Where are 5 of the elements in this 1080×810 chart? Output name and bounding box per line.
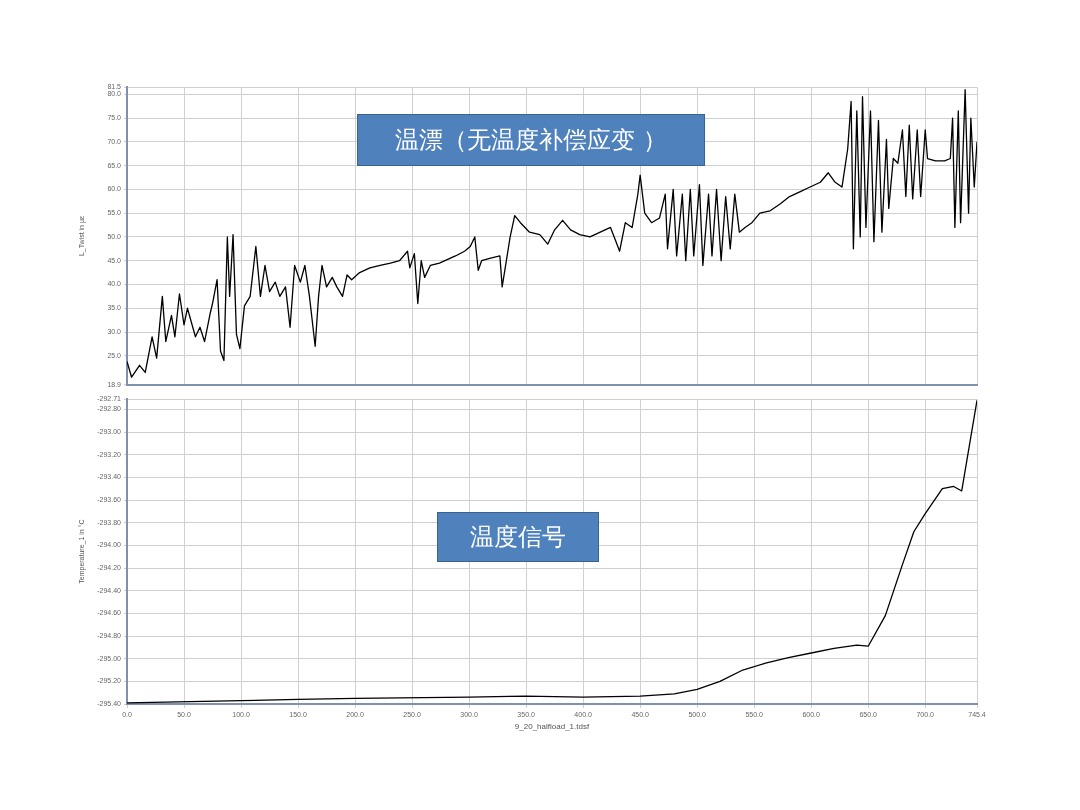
annotation: 温漂（无温度补偿应变 ） — [394, 125, 667, 156]
text-box: 温度信号 — [437, 511, 599, 563]
text-box: 温漂（无温度补偿应变 ） — [356, 113, 705, 167]
x-axis-title: 9_20_halfload_1.tdsf — [514, 722, 590, 732]
annotation: 温度信号 — [470, 522, 566, 554]
